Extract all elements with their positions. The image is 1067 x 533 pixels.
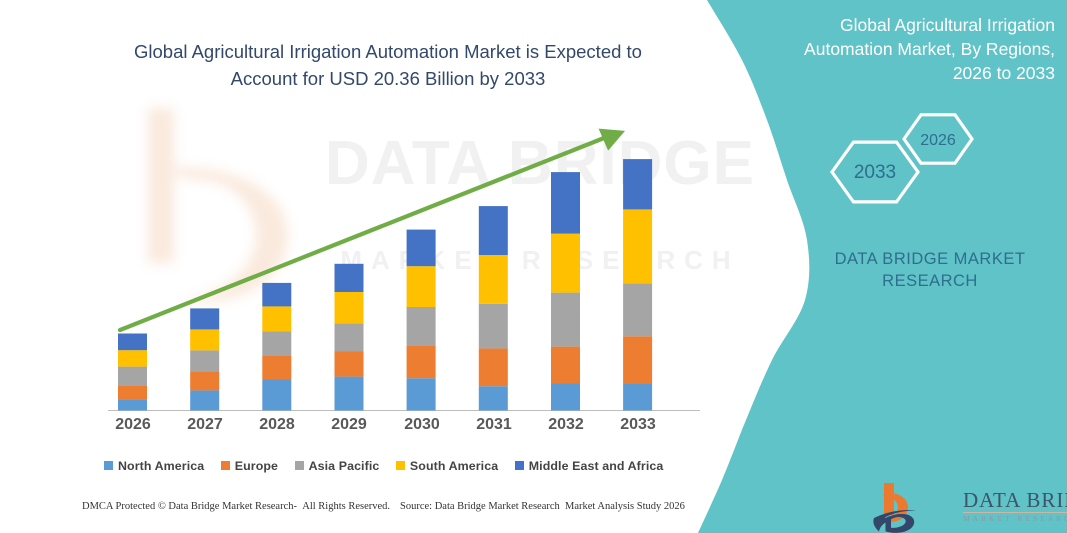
svg-text:2033: 2033 [854,162,896,183]
svg-text:2026: 2026 [920,132,956,149]
